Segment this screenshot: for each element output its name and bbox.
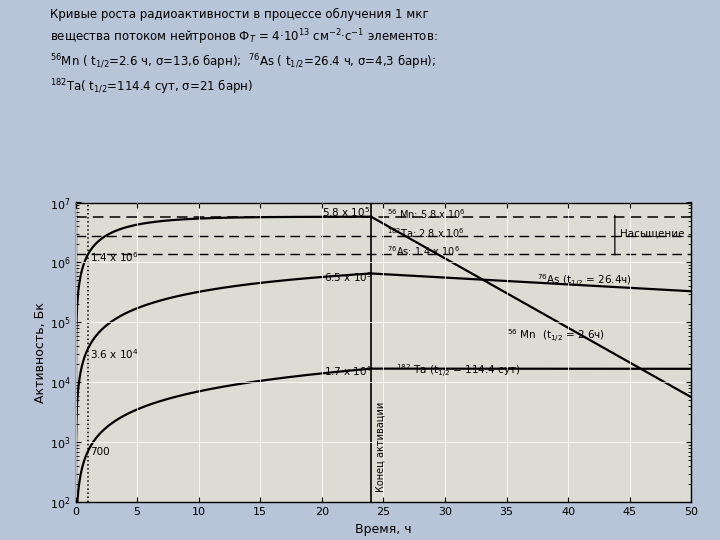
Text: 1.4 х 10$^6$: 1.4 х 10$^6$	[90, 249, 138, 264]
Text: $^{56}$ Mn: 5.8 х 10$^6$: $^{56}$ Mn: 5.8 х 10$^6$	[387, 207, 466, 221]
Text: Конец активации: Конец активации	[376, 401, 386, 491]
Text: $^{182}$ Ta (t$_{1/2}$ = 114.4 сут): $^{182}$ Ta (t$_{1/2}$ = 114.4 сут)	[396, 362, 521, 380]
Text: $^{56}$ Mn  (t$_{1/2}$ = 2.6ч): $^{56}$ Mn (t$_{1/2}$ = 2.6ч)	[506, 327, 605, 344]
Text: Кривые роста радиоактивности в процессе облучения 1 мкг
вещества потоком нейтрон: Кривые роста радиоактивности в процессе …	[50, 8, 438, 97]
Text: 700: 700	[90, 447, 109, 457]
Text: $^{182}$Ta: 2.8 х 10$^6$: $^{182}$Ta: 2.8 х 10$^6$	[387, 226, 464, 240]
X-axis label: Время, ч: Время, ч	[355, 523, 412, 536]
Text: Насыщение: Насыщение	[620, 229, 684, 239]
Text: 1.7 х 10$^4$: 1.7 х 10$^4$	[324, 364, 372, 378]
Text: 6.5 х 10$^5$: 6.5 х 10$^5$	[324, 269, 373, 284]
Y-axis label: Активность, Бк: Активность, Бк	[34, 302, 47, 403]
Text: 5.8 х 10$^5$: 5.8 х 10$^5$	[322, 206, 370, 219]
Text: 3.6 х 10$^4$: 3.6 х 10$^4$	[90, 347, 138, 361]
Text: $^{76}$As: 1.4 х 10$^6$: $^{76}$As: 1.4 х 10$^6$	[387, 244, 460, 258]
Text: $^{76}$As (t$_{1/2}$ = 26.4ч): $^{76}$As (t$_{1/2}$ = 26.4ч)	[537, 272, 632, 289]
